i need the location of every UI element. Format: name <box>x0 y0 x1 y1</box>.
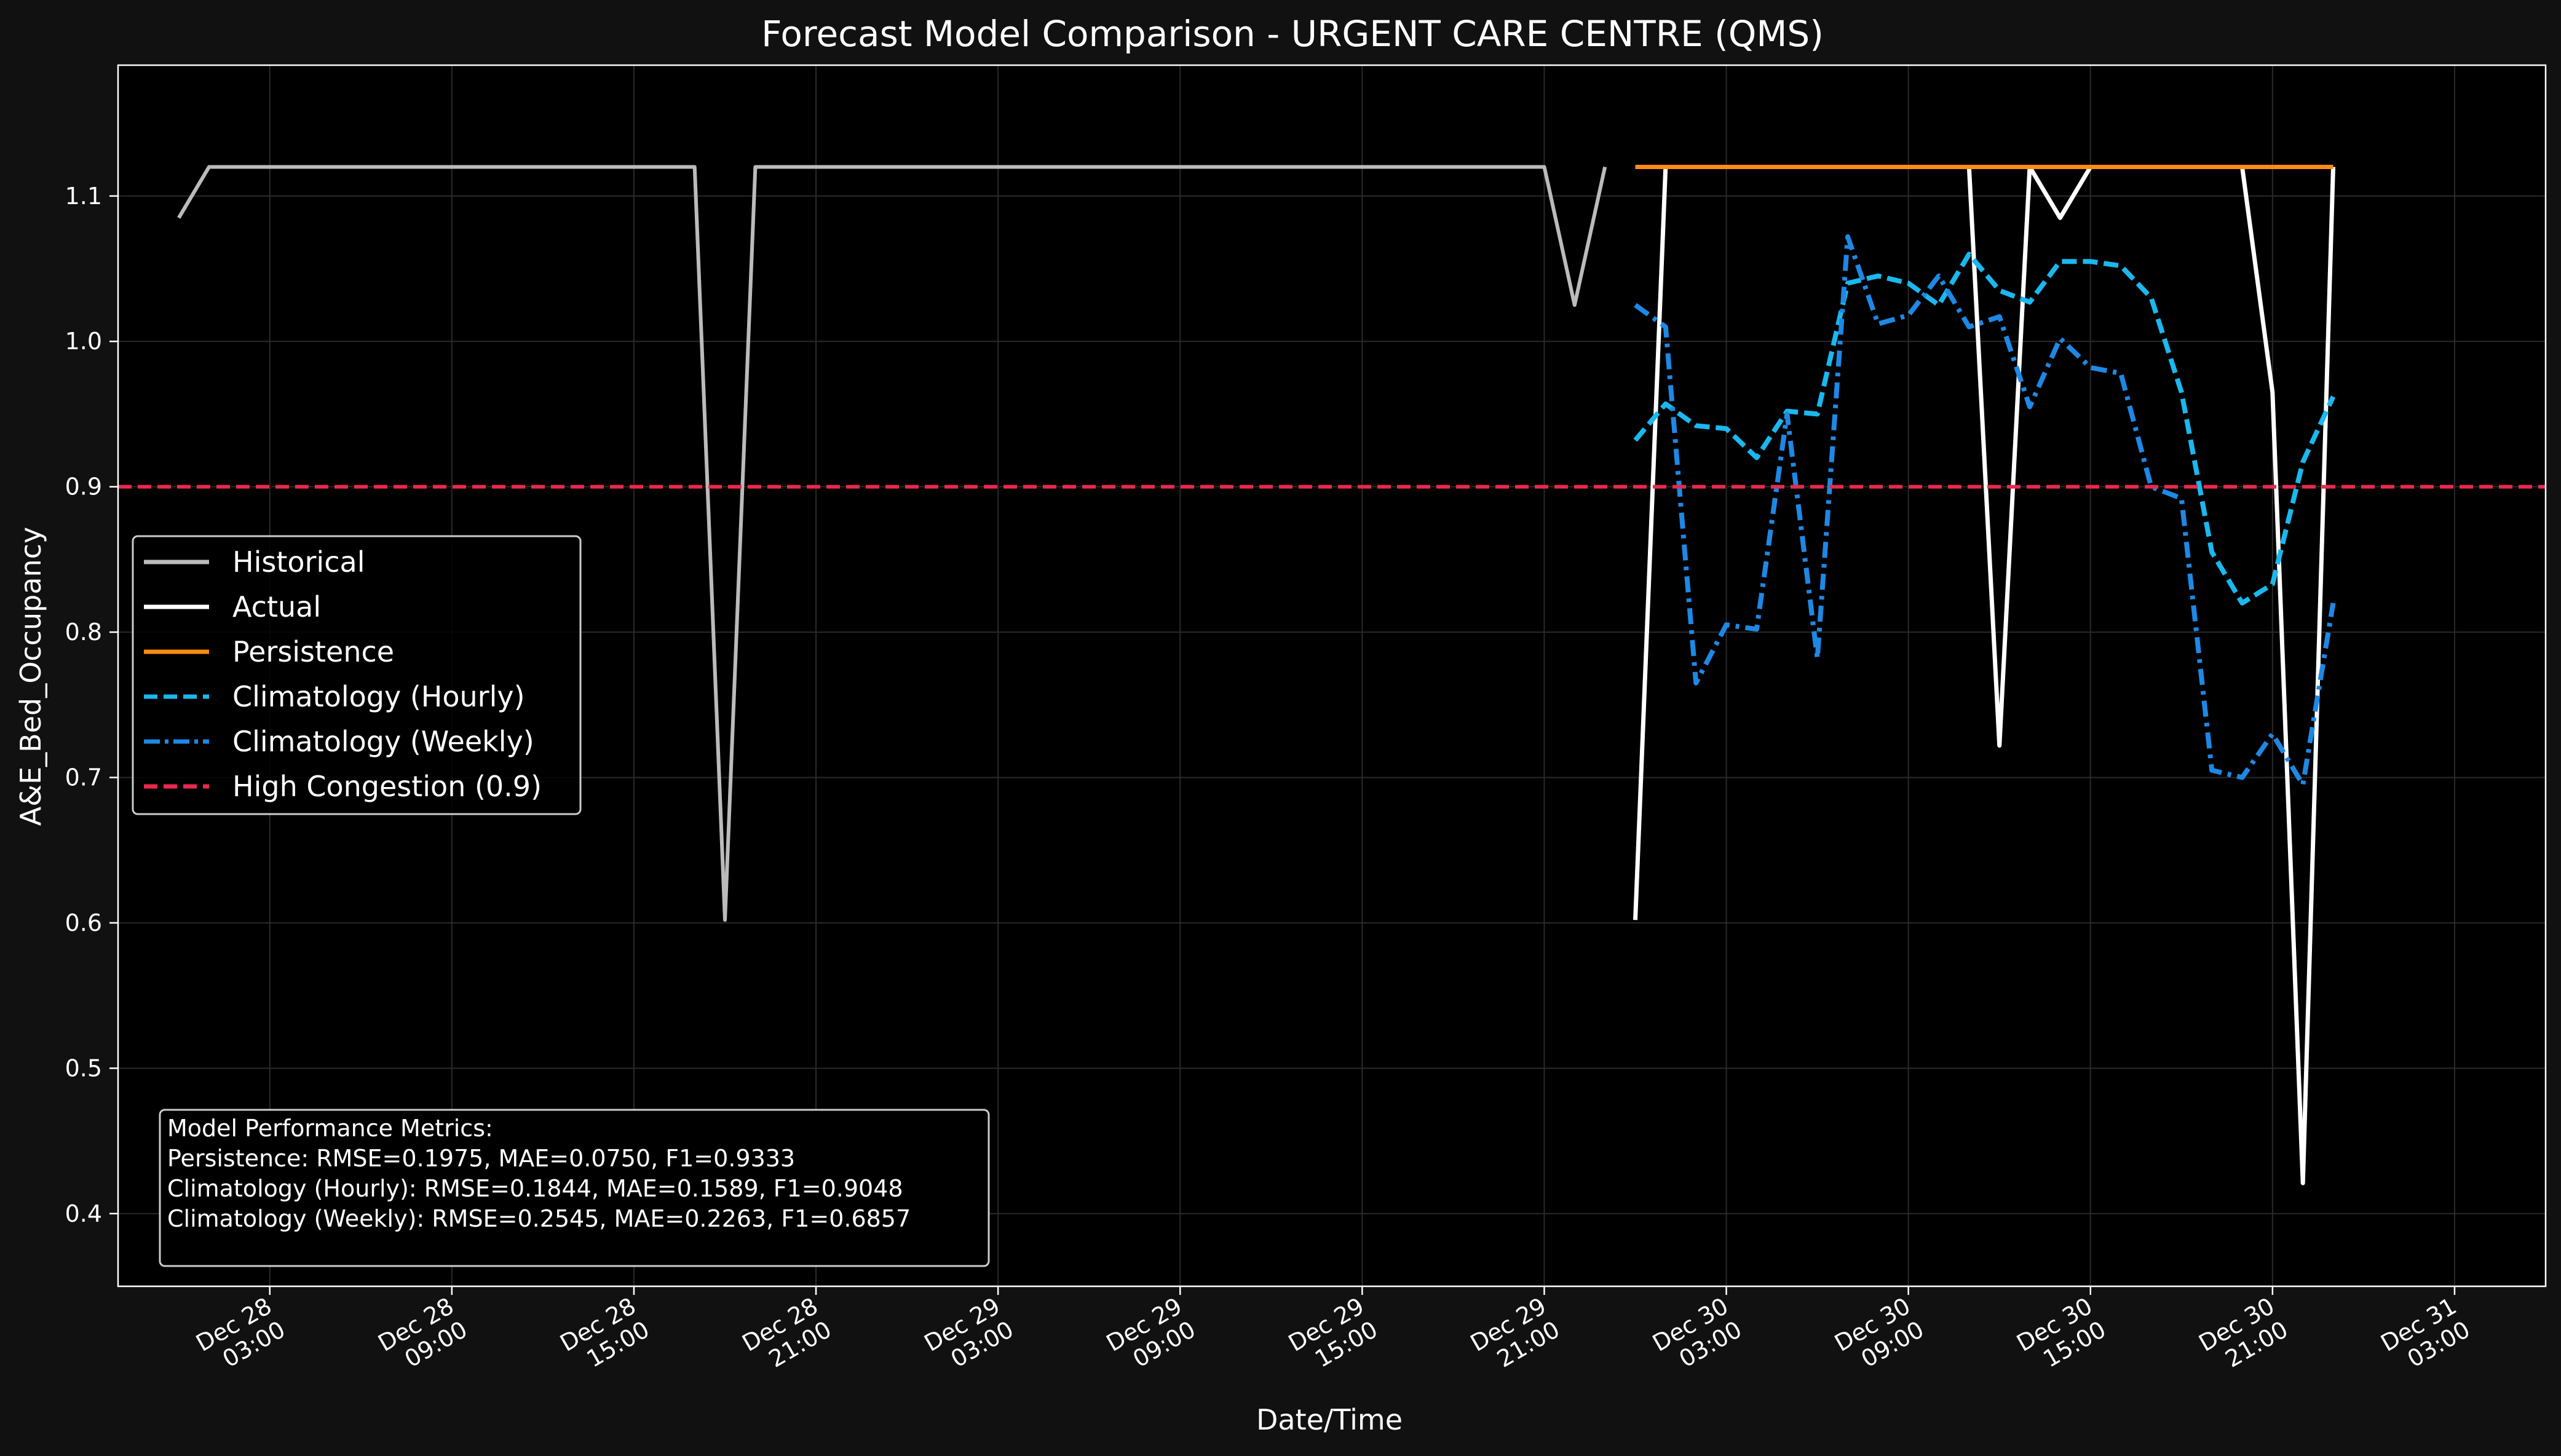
metrics-line: Climatology (Weekly): RMSE=0.2545, MAE=0… <box>167 1205 911 1232</box>
legend-label-high-congestion-0-9: High Congestion (0.9) <box>232 770 542 803</box>
x-axis-label: Date/Time <box>1256 1403 1403 1436</box>
legend-label-persistence: Persistence <box>232 635 394 668</box>
y-axis-label: A&E_Bed_Occupancy <box>14 527 47 826</box>
y-tick-label: 0.7 <box>65 764 102 791</box>
series-line-historical <box>177 165 1607 922</box>
chart-title: Forecast Model Comparison - URGENT CARE … <box>761 13 1824 55</box>
y-tick-label: 0.9 <box>65 473 102 501</box>
metrics-box <box>159 1109 990 1267</box>
series-line-climatology-hourly <box>1633 251 2336 606</box>
y-tick-label: 0.8 <box>65 619 102 646</box>
metrics-annotation: Model Performance Metrics: Persistence: R… <box>159 1109 990 1267</box>
legend-box <box>132 535 582 815</box>
legend: Historical Actual Persistence Climatology (… <box>132 535 582 815</box>
plot-frame <box>117 64 2547 1288</box>
legend-label-climatology-weekly: Climatology (Weekly) <box>232 725 534 758</box>
legend-label-actual: Actual <box>232 590 321 623</box>
metrics-line: Climatology (Hourly): RMSE=0.1844, MAE=0… <box>167 1175 903 1202</box>
y-tick-label: 0.5 <box>65 1054 102 1082</box>
metrics-line: Model Performance Metrics: <box>167 1115 493 1142</box>
y-tick-label: 0.4 <box>65 1200 102 1227</box>
y-tick-label: 1.1 <box>65 183 102 210</box>
y-tick-label: 0.6 <box>65 909 102 936</box>
metrics-line: Persistence: RMSE=0.1975, MAE=0.0750, F1… <box>167 1145 795 1172</box>
legend-label-climatology-hourly: Climatology (Hourly) <box>232 680 525 713</box>
y-tick-label: 1.0 <box>65 328 102 355</box>
legend-label-historical: Historical <box>232 545 365 579</box>
series-layer <box>118 165 2546 1185</box>
series-line-climatology-weekly <box>1634 234 2336 788</box>
